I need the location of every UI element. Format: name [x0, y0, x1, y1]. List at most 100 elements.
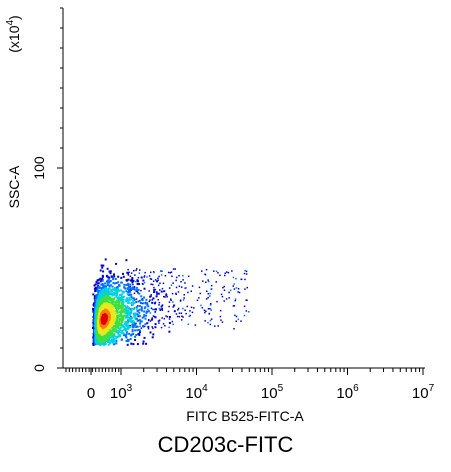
event-dot — [178, 315, 181, 318]
event-dot — [93, 302, 96, 304]
event-dot — [112, 337, 115, 340]
event-dot — [117, 296, 120, 299]
event-dot — [219, 274, 221, 277]
event-dot — [148, 275, 151, 277]
event-dot — [144, 306, 147, 309]
event-dot — [132, 308, 135, 311]
event-dot — [135, 322, 137, 325]
event-dot — [130, 310, 133, 313]
event-dot — [117, 298, 120, 301]
event-dot — [108, 328, 111, 331]
event-dot — [143, 296, 146, 299]
event-dot — [137, 280, 139, 283]
event-dot — [125, 324, 128, 327]
event-dot — [110, 338, 113, 341]
event-dot — [126, 325, 129, 328]
event-dot — [145, 314, 148, 317]
event-dot — [214, 325, 216, 327]
event-dot — [98, 293, 101, 296]
event-dot — [118, 319, 121, 322]
event-dot — [134, 314, 137, 317]
event-dot — [145, 311, 148, 314]
event-dot — [145, 342, 148, 345]
event-dot — [209, 308, 211, 310]
event-dot — [117, 301, 120, 303]
event-dot — [97, 282, 100, 285]
event-dot — [156, 292, 158, 295]
event-dot — [139, 325, 141, 327]
event-dot — [205, 281, 207, 283]
event-dot — [133, 315, 136, 318]
event-dot — [130, 320, 132, 323]
event-dot — [131, 307, 134, 310]
event-dot — [223, 289, 226, 291]
event-dot — [107, 301, 110, 304]
event-dot — [107, 278, 110, 280]
event-dot — [164, 296, 166, 298]
event-dot — [207, 308, 210, 310]
event-dot — [121, 331, 124, 334]
event-dot — [95, 280, 98, 283]
event-dot — [113, 291, 115, 294]
event-dot — [147, 308, 149, 310]
event-dot — [154, 323, 157, 326]
event-dot — [106, 280, 108, 283]
y-tick-label: 0 — [31, 364, 47, 372]
event-dot — [94, 301, 97, 303]
event-dot — [157, 320, 160, 322]
event-dot — [232, 276, 235, 279]
event-dot — [138, 292, 141, 295]
event-dot — [119, 294, 121, 297]
event-dot — [99, 277, 102, 280]
event-dot — [111, 285, 114, 288]
event-dot — [134, 312, 137, 315]
event-dot — [154, 316, 157, 319]
event-dot — [169, 272, 172, 274]
event-dot — [118, 307, 121, 310]
event-dot — [118, 306, 120, 308]
event-dot — [158, 319, 161, 321]
event-dot — [96, 339, 99, 342]
event-dot — [112, 341, 115, 344]
event-dot — [124, 321, 127, 323]
event-dot — [158, 304, 160, 306]
event-dot — [130, 295, 133, 298]
event-dot — [120, 320, 123, 323]
event-dot — [93, 284, 96, 287]
event-dot — [150, 278, 153, 280]
event-dot — [149, 320, 152, 322]
event-dot — [243, 305, 246, 308]
event-dot — [110, 325, 113, 328]
event-dot — [155, 291, 158, 293]
event-dot — [117, 275, 120, 278]
event-dot — [156, 280, 159, 283]
event-dot — [245, 310, 248, 312]
event-dot — [233, 328, 235, 330]
event-dot — [111, 329, 114, 332]
event-dot — [161, 308, 163, 310]
event-dot — [130, 298, 133, 301]
event-dot — [107, 287, 110, 290]
event-dot — [156, 293, 158, 296]
event-dot — [170, 299, 172, 301]
event-dot — [139, 269, 141, 271]
event-dot — [107, 284, 110, 287]
event-dot — [100, 330, 103, 333]
event-dot — [102, 342, 105, 345]
event-dot — [129, 308, 132, 310]
x-tick-label: 103 — [110, 383, 133, 402]
event-dot — [130, 293, 133, 296]
event-dot — [106, 298, 109, 301]
event-dot — [108, 293, 111, 296]
event-dot — [130, 302, 133, 305]
event-dot — [125, 315, 128, 318]
event-dot — [121, 293, 123, 296]
event-dot — [116, 303, 119, 306]
event-dot — [211, 288, 213, 290]
event-dot — [209, 295, 211, 297]
event-dot — [184, 287, 186, 289]
event-dot — [140, 289, 142, 292]
event-dot — [115, 288, 118, 291]
event-dot — [98, 278, 101, 281]
event-dot — [115, 262, 118, 265]
